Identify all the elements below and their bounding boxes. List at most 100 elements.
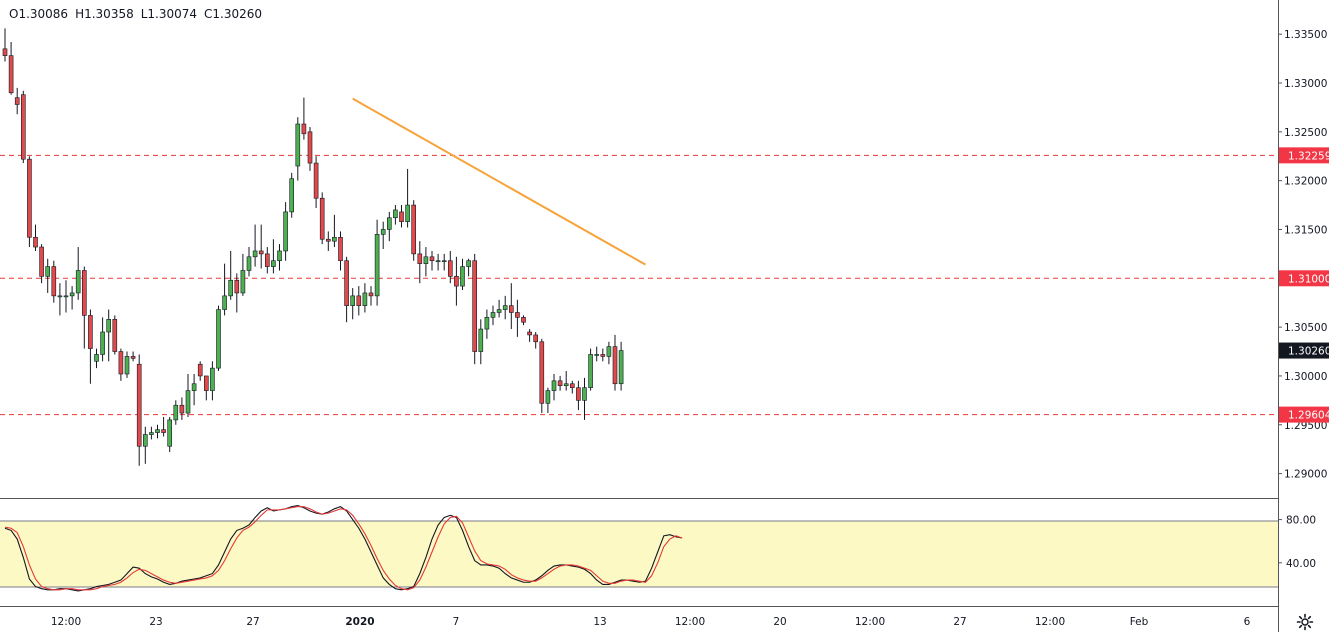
candle-body (69, 292, 75, 297)
price-tags: 1.32259 1.31000 1.29604 1.30260 (1279, 147, 1330, 423)
candle-body (502, 305, 508, 310)
candle (33, 224, 38, 251)
candle (155, 424, 160, 439)
price-axis[interactable]: 1.33500 1.33000 1.32500 1.32000 1.31500 1.305… (1278, 29, 1327, 481)
candle (325, 231, 331, 251)
candle-body (173, 404, 179, 421)
candle (63, 280, 69, 313)
candle-body (490, 312, 496, 318)
candle-body (82, 270, 87, 316)
candle-body (191, 383, 197, 391)
candle-body (380, 229, 386, 235)
x-tick-label: 12:00 (51, 616, 81, 628)
candle (264, 247, 270, 274)
y-tick-label: 1.32500 (1284, 127, 1327, 139)
candle (521, 315, 526, 326)
level-price-tag (1279, 406, 1329, 423)
candle-body (594, 354, 600, 356)
y-tick-label: 1.33500 (1284, 29, 1327, 41)
candle (210, 361, 215, 401)
x-tick-label: 2020 (345, 616, 374, 628)
candle-body (20, 94, 26, 160)
candle-body (368, 292, 374, 297)
candle (484, 309, 490, 339)
candle-body (204, 375, 209, 391)
candle-body (271, 260, 276, 267)
candle-body (362, 292, 368, 306)
candle (423, 247, 429, 277)
candle (295, 117, 301, 181)
x-tick-label: Feb (1130, 616, 1149, 628)
candle-body (600, 354, 606, 357)
gear-icon[interactable] (1296, 613, 1314, 631)
candle-body (612, 346, 618, 385)
y-tick-label: 1.29000 (1284, 469, 1327, 481)
candle-body (222, 295, 227, 310)
candle (386, 211, 392, 242)
candle-body (283, 211, 288, 252)
candle (557, 375, 563, 391)
x-tick-label: 20 (773, 616, 786, 628)
candles (2, 28, 624, 466)
candle-body (143, 434, 148, 447)
candle-body (240, 270, 246, 294)
candle (271, 239, 276, 274)
candle-body (393, 209, 398, 219)
candle (252, 224, 258, 267)
candle (204, 375, 209, 401)
candle-body (313, 162, 319, 199)
candle (332, 214, 337, 248)
candle-body (112, 319, 118, 352)
candle (228, 250, 233, 300)
candle-body (94, 354, 99, 362)
candle (362, 283, 368, 313)
candle (307, 126, 313, 171)
candle (344, 256, 349, 323)
stoch-tick-label: 40.00 (1286, 558, 1316, 570)
candle-body (216, 309, 221, 369)
candle (234, 273, 240, 313)
candle-body (496, 309, 502, 313)
horizontal-levels[interactable] (0, 154, 1278, 416)
ohlc-high: H1.30358 (75, 7, 134, 21)
y-tick-label: 1.33000 (1284, 78, 1327, 90)
candle (490, 305, 496, 326)
time-axis[interactable]: 12:00 23 27 2020 7 13 12:00 20 12:00 27 12:00 Feb 6 (51, 616, 1251, 628)
candle (338, 231, 343, 271)
candle-body (39, 246, 44, 277)
candle (405, 168, 410, 228)
x-tick-label: 6 (1244, 616, 1251, 628)
candle-body (45, 266, 51, 277)
candle (289, 172, 295, 218)
candle (167, 416, 172, 453)
candle-body (569, 383, 575, 388)
candle (14, 87, 20, 115)
candle-body (344, 260, 349, 306)
candle-body (325, 238, 331, 242)
candle (27, 156, 32, 248)
candle-body (307, 131, 313, 164)
candle (466, 258, 471, 277)
candle (393, 205, 398, 225)
ohlc-close: C1.30260 (204, 7, 263, 21)
candle (411, 200, 417, 261)
candle (618, 341, 624, 391)
candle-body (374, 234, 380, 297)
candle-body (155, 429, 160, 433)
candle-body (197, 363, 203, 377)
candle-body (277, 250, 282, 262)
x-tick-label: 23 (149, 616, 162, 628)
candle-body (405, 204, 410, 222)
candle-body (417, 253, 423, 264)
candle-body (411, 204, 417, 255)
candle-body (106, 319, 111, 333)
trendline[interactable] (352, 97, 646, 266)
x-tick-label: 12:00 (1035, 616, 1065, 628)
price-pane[interactable] (0, 0, 1278, 498)
y-tick-label: 1.31500 (1284, 224, 1327, 236)
candle-body (252, 250, 258, 258)
candle (88, 309, 93, 384)
trendline-layer[interactable] (352, 97, 646, 266)
candle (356, 286, 362, 316)
